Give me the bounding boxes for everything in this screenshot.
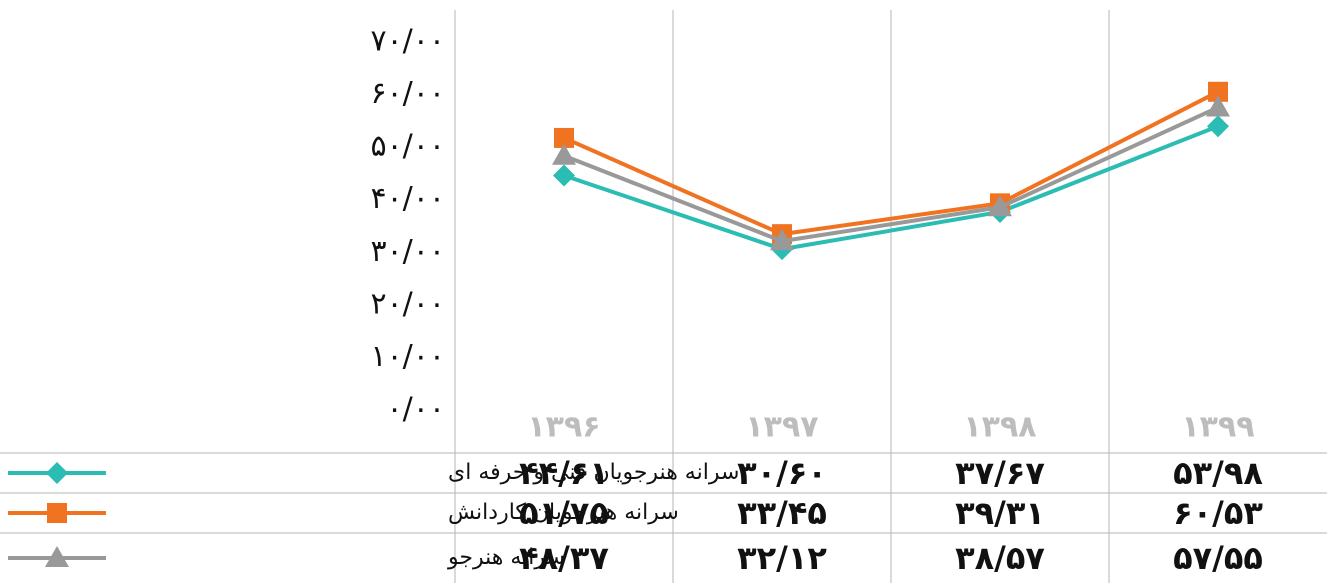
table-value: ۵۱/۷۵ bbox=[519, 494, 609, 532]
point bbox=[1206, 95, 1230, 117]
series-line bbox=[563, 90, 1219, 237]
point bbox=[554, 127, 574, 148]
x-tick-label: ۱۳۹۹ bbox=[1181, 410, 1254, 445]
point bbox=[770, 229, 794, 251]
table-value: ۴۸/۳۷ bbox=[519, 539, 609, 577]
y-tick-label: ۱۰/۰۰ bbox=[370, 339, 445, 374]
y-tick-label: ۰/۰۰ bbox=[387, 392, 445, 427]
table-value: ۳۰/۶۰ bbox=[737, 454, 827, 492]
table-value: ۳۷/۶۷ bbox=[955, 454, 1045, 492]
legend-label: سرانه هنرجویان فنی و حرفه ای bbox=[448, 460, 739, 485]
table-value: ۶۰/۵۳ bbox=[1173, 494, 1263, 532]
legend-marker bbox=[45, 546, 69, 567]
y-tick-label: ۷۰/۰۰ bbox=[370, 24, 445, 59]
table-value: ۳۲/۱۲ bbox=[737, 539, 827, 577]
table-value: ۵۳/۹۸ bbox=[1173, 454, 1263, 492]
series-line bbox=[563, 124, 1219, 252]
y-tick-label: ۶۰/۰۰ bbox=[370, 76, 445, 111]
legend-marker bbox=[46, 462, 68, 484]
point bbox=[1208, 81, 1228, 102]
legend-marker bbox=[47, 503, 67, 523]
table-value: ۵۷/۵۵ bbox=[1173, 539, 1263, 577]
x-tick-label: ۱۳۹۷ bbox=[745, 410, 818, 445]
y-tick-label: ۵۰/۰۰ bbox=[370, 129, 445, 164]
legend-label: سرانه هنرجو bbox=[447, 545, 565, 570]
table-value: ۳۹/۳۱ bbox=[955, 494, 1045, 532]
table-value: ۴۴/۶۱ bbox=[519, 454, 609, 492]
x-tick-label: ۱۳۹۸ bbox=[963, 410, 1036, 445]
y-tick-label: ۲۰/۰۰ bbox=[370, 286, 445, 321]
y-tick-label: ۴۰/۰۰ bbox=[370, 181, 445, 216]
y-tick-label: ۳۰/۰۰ bbox=[370, 234, 445, 269]
point bbox=[552, 143, 576, 165]
legend-label: سرانه هنرجویان کاردانش bbox=[448, 500, 679, 525]
point bbox=[553, 164, 575, 187]
x-tick-label: ۱۳۹۶ bbox=[527, 410, 600, 445]
table-value: ۳۳/۴۵ bbox=[737, 494, 827, 532]
table-value: ۳۸/۵۷ bbox=[955, 539, 1045, 577]
series-line bbox=[563, 105, 1219, 244]
point bbox=[988, 195, 1012, 217]
point bbox=[1207, 115, 1229, 138]
